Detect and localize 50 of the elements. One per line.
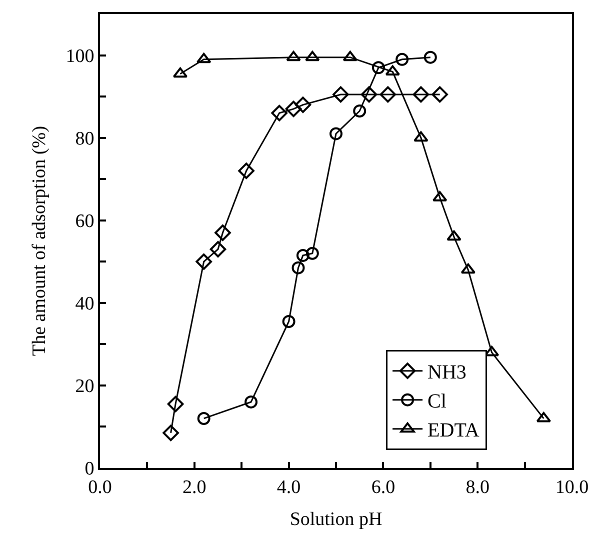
- point: [385, 65, 400, 76]
- x-axis-title: Solution pH: [290, 509, 382, 530]
- point: [162, 424, 179, 442]
- x-tick-label: 4.0: [276, 476, 301, 498]
- x-tick-label: 2.0: [182, 476, 206, 498]
- point: [414, 131, 428, 142]
- point: [197, 412, 210, 425]
- point: [412, 86, 430, 103]
- point: [292, 261, 305, 274]
- point: [196, 253, 212, 270]
- point: [196, 52, 212, 64]
- point: [210, 241, 226, 258]
- point: [306, 246, 319, 260]
- point: [305, 50, 320, 62]
- point: [424, 50, 437, 64]
- legend-label: EDTA: [428, 420, 480, 442]
- point: [330, 127, 342, 140]
- point: [286, 50, 301, 62]
- point: [396, 52, 409, 66]
- point: [432, 86, 448, 103]
- y-axis-title: The amount of adsorption (%): [29, 126, 50, 356]
- x-tick-label: 6.0: [371, 476, 396, 498]
- point: [238, 162, 254, 179]
- point: [372, 61, 385, 74]
- point: [353, 104, 366, 118]
- point: [172, 67, 188, 78]
- point: [294, 96, 312, 113]
- point: [332, 86, 349, 103]
- y-tick-label: 100: [66, 46, 94, 67]
- point: [271, 104, 288, 122]
- point: [296, 248, 310, 262]
- point: [167, 396, 184, 412]
- point: [285, 100, 302, 118]
- point: [244, 395, 258, 408]
- point: [536, 412, 552, 422]
- point: [342, 50, 358, 62]
- point: [360, 86, 378, 103]
- point: [460, 263, 476, 274]
- legend-label: NH3: [428, 362, 466, 384]
- point: [380, 86, 396, 103]
- x-tick-label: 8.0: [466, 476, 490, 498]
- point: [214, 224, 231, 241]
- x-tick-label: 10.0: [555, 476, 589, 498]
- y-tick-label: 20: [75, 376, 94, 398]
- y-tick-label: 80: [75, 128, 94, 150]
- point: [446, 230, 462, 241]
- point: [282, 314, 296, 328]
- y-tick-label: 60: [75, 211, 94, 232]
- legend-label: Cl: [428, 390, 447, 413]
- y-tick-label: 40: [75, 294, 94, 315]
